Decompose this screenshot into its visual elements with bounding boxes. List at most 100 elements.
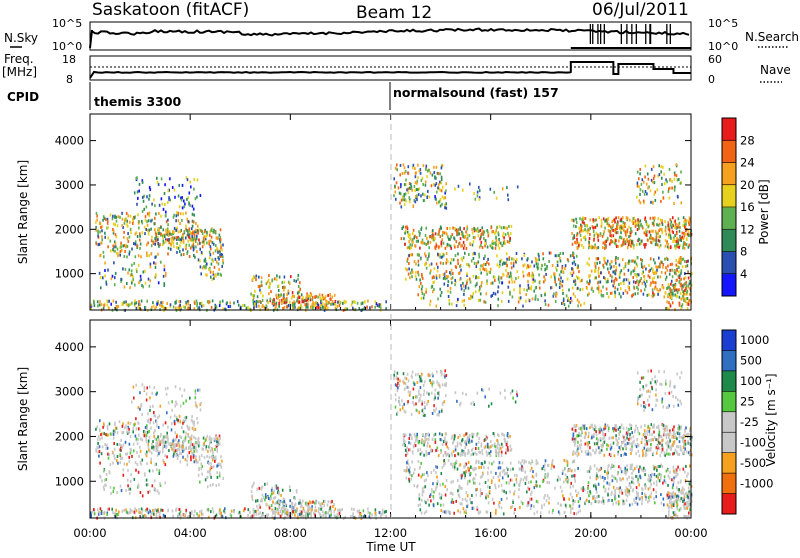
cell	[170, 243, 172, 246]
cell	[659, 228, 661, 231]
cell	[405, 449, 407, 452]
cell	[210, 473, 212, 476]
cell	[486, 292, 488, 295]
cell	[416, 182, 418, 185]
cell	[101, 235, 103, 238]
cell	[332, 300, 334, 303]
cell	[294, 497, 296, 500]
cell	[411, 246, 413, 249]
cell	[148, 233, 150, 236]
cell	[502, 281, 504, 284]
cell	[600, 281, 602, 284]
cell	[142, 285, 144, 288]
cell	[302, 500, 304, 503]
cell	[478, 230, 480, 233]
cell	[654, 181, 656, 184]
cell	[139, 239, 141, 242]
cpid-label: CPID	[7, 90, 39, 104]
cell	[623, 292, 625, 295]
cell	[573, 225, 575, 228]
cell	[610, 292, 612, 295]
cell	[203, 437, 205, 440]
cell	[469, 439, 471, 442]
cell	[277, 512, 279, 515]
cell	[417, 240, 419, 243]
cell	[565, 264, 567, 267]
cell	[504, 473, 506, 476]
cell	[474, 236, 476, 239]
cell	[433, 434, 435, 437]
cell	[688, 284, 690, 287]
cell	[179, 300, 181, 303]
cell	[409, 196, 411, 199]
cell	[646, 192, 648, 195]
cell	[446, 374, 448, 377]
cell	[120, 242, 122, 245]
cell	[147, 491, 149, 494]
cell	[189, 436, 191, 439]
cell	[638, 185, 640, 188]
cell	[683, 216, 685, 219]
cell	[497, 442, 499, 445]
cell	[478, 441, 480, 444]
cell	[289, 301, 291, 304]
cell	[298, 274, 300, 277]
cell	[284, 306, 286, 309]
cell	[670, 283, 672, 286]
cell	[564, 267, 566, 270]
cell	[157, 181, 159, 184]
cell	[439, 410, 441, 413]
cell	[486, 279, 488, 282]
cell	[675, 247, 677, 250]
cell	[409, 473, 411, 476]
cell	[195, 446, 197, 449]
cell	[160, 233, 162, 236]
cell	[119, 453, 121, 456]
cell	[399, 379, 401, 382]
cell	[407, 246, 409, 249]
cell	[637, 256, 639, 259]
cell	[581, 279, 583, 282]
station-title: Saskatoon (fitACF)	[92, 0, 249, 20]
y-tick-label: 1000	[55, 267, 84, 281]
cell	[206, 263, 208, 266]
cell	[466, 247, 468, 250]
cell	[148, 198, 150, 201]
cell	[460, 237, 462, 240]
cell	[180, 230, 182, 233]
cell	[417, 188, 419, 191]
cell	[99, 300, 101, 303]
cell	[473, 481, 475, 484]
cell	[116, 220, 118, 223]
cell	[101, 238, 103, 241]
cell	[506, 258, 508, 261]
cell	[145, 219, 147, 222]
cell	[339, 304, 341, 307]
cell	[413, 472, 415, 475]
cell	[133, 443, 135, 446]
cell	[479, 437, 481, 440]
cell	[559, 274, 561, 277]
cell	[588, 257, 590, 260]
cell	[598, 275, 600, 278]
cell	[680, 239, 682, 242]
cell	[411, 244, 413, 247]
cell	[142, 439, 144, 442]
cell	[99, 450, 101, 453]
cell	[576, 221, 578, 224]
cell	[435, 441, 437, 444]
cell	[539, 485, 541, 488]
cell	[182, 184, 184, 187]
cell	[496, 226, 498, 229]
cell	[418, 393, 420, 396]
cell	[654, 261, 656, 264]
cell	[261, 487, 263, 490]
cell	[281, 302, 283, 305]
beam-title: Beam 12	[356, 3, 432, 23]
cell	[496, 197, 498, 200]
cell	[142, 494, 144, 497]
cell	[438, 414, 440, 417]
cell	[351, 303, 353, 306]
cell	[630, 245, 632, 248]
cell	[404, 166, 406, 169]
